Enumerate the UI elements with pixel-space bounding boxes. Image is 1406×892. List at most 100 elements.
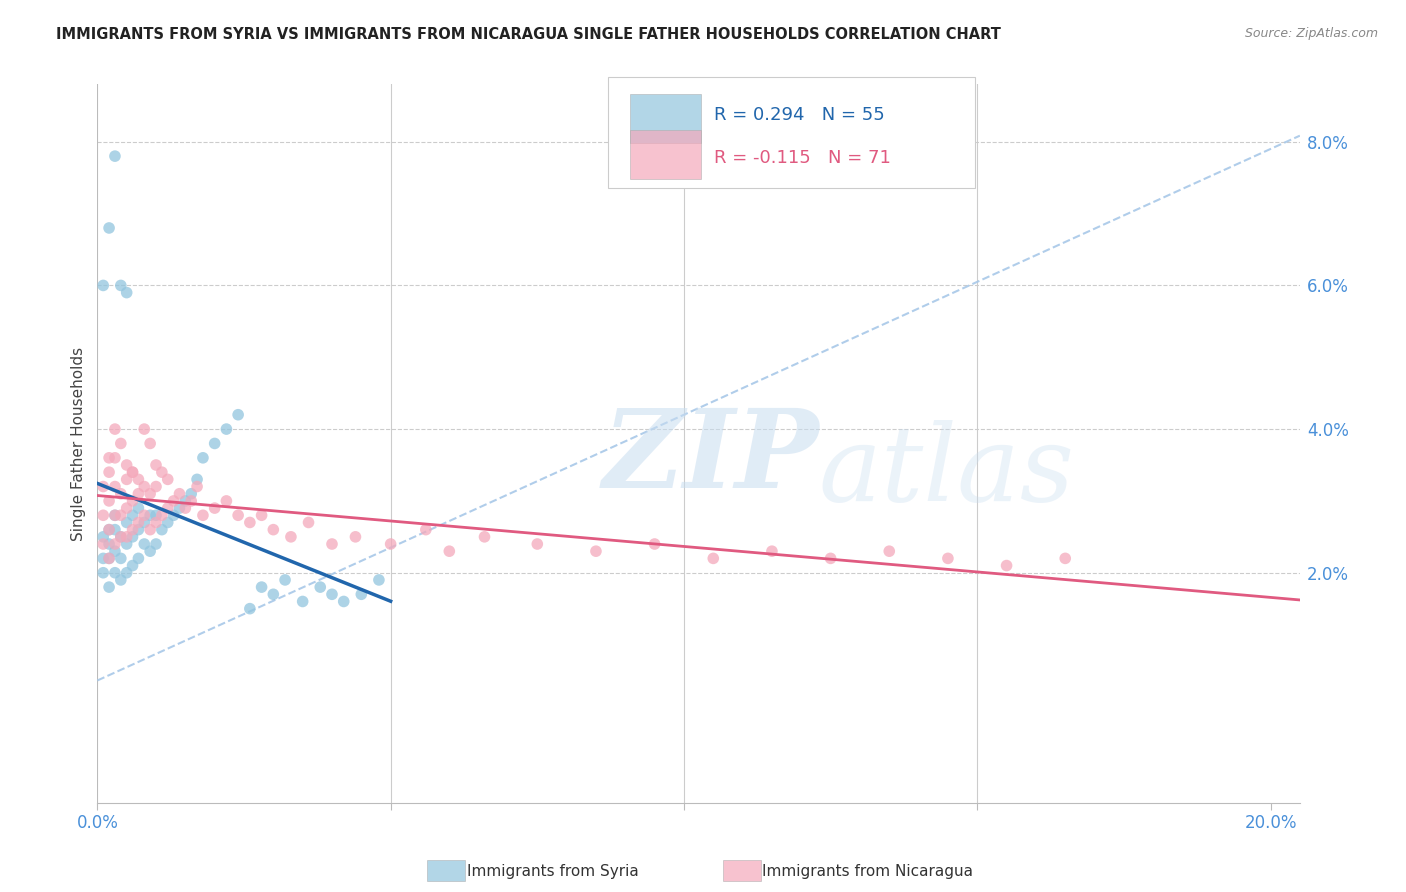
Point	[110, 278, 132, 293]
Point	[98, 537, 121, 551]
Point	[162, 494, 184, 508]
Point	[110, 436, 132, 450]
Point	[91, 479, 114, 493]
Point	[274, 573, 297, 587]
Point	[585, 544, 607, 558]
Point	[226, 408, 249, 422]
Point	[877, 544, 900, 558]
Point	[134, 508, 156, 523]
Point	[98, 523, 121, 537]
Point	[332, 594, 354, 608]
Point	[121, 494, 143, 508]
Point	[104, 422, 127, 436]
Point	[91, 278, 114, 293]
Text: Immigrants from Nicaragua: Immigrants from Nicaragua	[762, 864, 973, 879]
Point	[145, 479, 167, 493]
Point	[91, 566, 114, 580]
Point	[139, 436, 162, 450]
Point	[104, 566, 127, 580]
Point	[169, 487, 191, 501]
Point	[98, 551, 121, 566]
Point	[98, 450, 121, 465]
Point	[280, 530, 302, 544]
Point	[127, 551, 149, 566]
Point	[344, 530, 367, 544]
Point	[110, 573, 132, 587]
Point	[309, 580, 332, 594]
Point	[474, 530, 496, 544]
Point	[134, 479, 156, 493]
Point	[186, 472, 208, 486]
Point	[321, 587, 343, 601]
Point	[115, 501, 138, 516]
Text: R = -0.115   N = 71: R = -0.115 N = 71	[714, 149, 891, 168]
Point	[98, 494, 121, 508]
Point	[98, 551, 121, 566]
Point	[91, 508, 114, 523]
Text: Source: ZipAtlas.com: Source: ZipAtlas.com	[1244, 27, 1378, 40]
Point	[215, 422, 238, 436]
Point	[150, 508, 173, 523]
Point	[115, 530, 138, 544]
Point	[104, 523, 127, 537]
Point	[820, 551, 842, 566]
Point	[115, 472, 138, 486]
Point	[145, 537, 167, 551]
Point	[139, 544, 162, 558]
Point	[995, 558, 1018, 573]
Point	[121, 465, 143, 479]
Point	[380, 537, 402, 551]
Point	[91, 537, 114, 551]
Point	[239, 516, 262, 530]
Point	[174, 501, 197, 516]
Point	[169, 501, 191, 516]
Text: atlas: atlas	[818, 420, 1074, 524]
Point	[104, 508, 127, 523]
Point	[127, 516, 149, 530]
Point	[110, 508, 132, 523]
Point	[156, 501, 179, 516]
Point	[91, 530, 114, 544]
FancyBboxPatch shape	[630, 129, 702, 179]
Text: R = 0.294   N = 55: R = 0.294 N = 55	[714, 106, 884, 124]
Point	[150, 465, 173, 479]
Point	[115, 458, 138, 472]
Point	[139, 508, 162, 523]
Point	[239, 601, 262, 615]
Point	[139, 487, 162, 501]
Point	[121, 530, 143, 544]
Point	[98, 580, 121, 594]
Point	[250, 580, 273, 594]
Point	[110, 487, 132, 501]
Point	[98, 221, 121, 235]
Text: IMMIGRANTS FROM SYRIA VS IMMIGRANTS FROM NICARAGUA SINGLE FATHER HOUSEHOLDS CORR: IMMIGRANTS FROM SYRIA VS IMMIGRANTS FROM…	[56, 27, 1001, 42]
Point	[204, 501, 226, 516]
Point	[156, 516, 179, 530]
Point	[526, 537, 548, 551]
Point	[226, 508, 249, 523]
Point	[250, 508, 273, 523]
Point	[1054, 551, 1077, 566]
Point	[162, 508, 184, 523]
Point	[115, 516, 138, 530]
Point	[110, 530, 132, 544]
Y-axis label: Single Father Households: Single Father Households	[72, 346, 86, 541]
Point	[262, 523, 284, 537]
Point	[134, 422, 156, 436]
Point	[115, 566, 138, 580]
Point	[191, 508, 214, 523]
Point	[98, 465, 121, 479]
Point	[139, 523, 162, 537]
Point	[644, 537, 666, 551]
Point	[262, 587, 284, 601]
Point	[134, 516, 156, 530]
Point	[115, 285, 138, 300]
Point	[91, 551, 114, 566]
Point	[104, 508, 127, 523]
Text: Immigrants from Syria: Immigrants from Syria	[467, 864, 638, 879]
Point	[121, 523, 143, 537]
Point	[350, 587, 373, 601]
Point	[368, 573, 391, 587]
Point	[415, 523, 437, 537]
Point	[761, 544, 783, 558]
